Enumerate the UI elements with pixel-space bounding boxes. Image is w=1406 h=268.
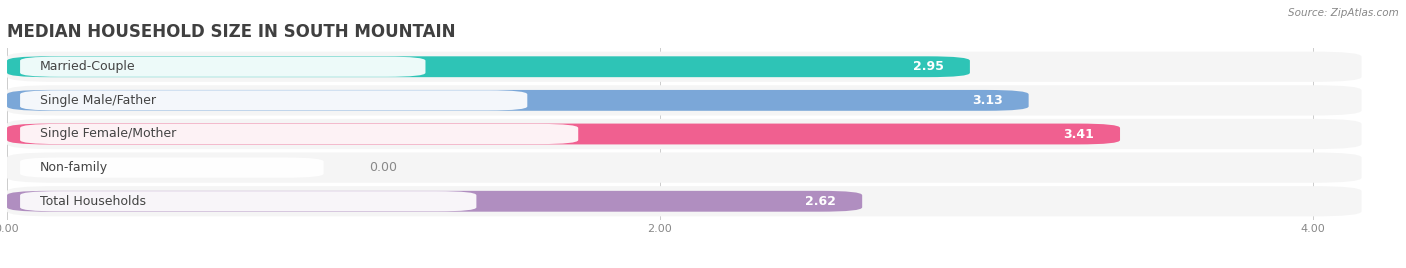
- FancyBboxPatch shape: [7, 56, 970, 77]
- Text: 3.13: 3.13: [972, 94, 1002, 107]
- FancyBboxPatch shape: [7, 90, 1029, 111]
- FancyBboxPatch shape: [20, 191, 477, 211]
- Text: Non-family: Non-family: [39, 161, 108, 174]
- FancyBboxPatch shape: [7, 186, 1361, 216]
- Text: 2.62: 2.62: [806, 195, 837, 208]
- FancyBboxPatch shape: [20, 124, 578, 144]
- Text: Single Female/Mother: Single Female/Mother: [39, 128, 176, 140]
- FancyBboxPatch shape: [20, 57, 426, 77]
- FancyBboxPatch shape: [7, 191, 862, 212]
- Text: 0.00: 0.00: [370, 161, 398, 174]
- FancyBboxPatch shape: [20, 158, 323, 178]
- Text: 3.41: 3.41: [1063, 128, 1094, 140]
- Text: Total Households: Total Households: [39, 195, 146, 208]
- FancyBboxPatch shape: [7, 52, 1361, 82]
- FancyBboxPatch shape: [7, 124, 1121, 144]
- Text: Married-Couple: Married-Couple: [39, 60, 135, 73]
- FancyBboxPatch shape: [20, 90, 527, 110]
- Text: Source: ZipAtlas.com: Source: ZipAtlas.com: [1288, 8, 1399, 18]
- Text: 2.95: 2.95: [912, 60, 943, 73]
- FancyBboxPatch shape: [7, 85, 1361, 116]
- Text: Single Male/Father: Single Male/Father: [39, 94, 156, 107]
- FancyBboxPatch shape: [7, 119, 1361, 149]
- Text: MEDIAN HOUSEHOLD SIZE IN SOUTH MOUNTAIN: MEDIAN HOUSEHOLD SIZE IN SOUTH MOUNTAIN: [7, 23, 456, 41]
- FancyBboxPatch shape: [7, 152, 1361, 183]
